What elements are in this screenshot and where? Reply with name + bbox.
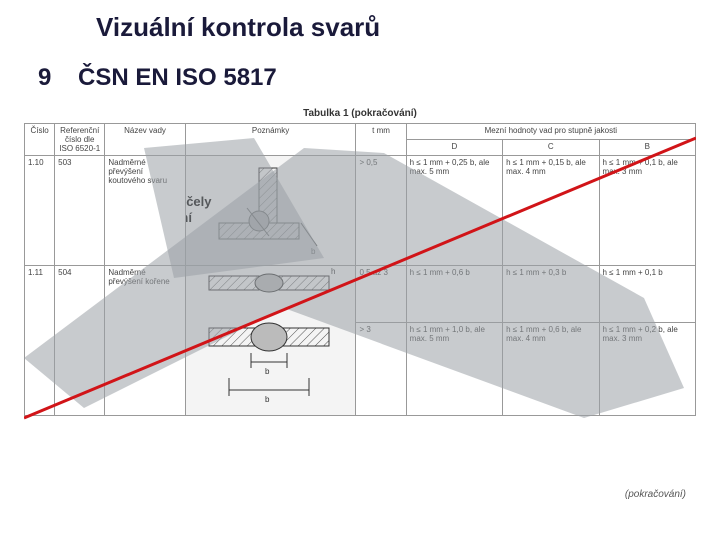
watermark-line1: Jen pro účely [185, 194, 211, 209]
cell-diagram: b Jen pro účely školení [185, 156, 356, 266]
section-title: ČSN EN ISO 5817 [78, 64, 277, 92]
col-cislo: Číslo [25, 124, 55, 156]
cell-cislo: 1.11 [25, 266, 55, 416]
cell-d: h ≤ 1 mm + 1,0 b, ale max. 5 mm [406, 322, 502, 415]
cell-diagram: h b b [185, 266, 356, 416]
table-caption: Tabulka 1 (pokračování) [24, 108, 696, 119]
col-quality-group: Mezní hodnoty vad pro stupně jakosti [406, 124, 695, 140]
defects-table: Číslo Referenční číslo dle ISO 6520-1 Ná… [24, 123, 696, 416]
cell-t: 0,5 až 3 [356, 266, 406, 323]
cell-ref: 503 [55, 156, 105, 266]
watermark: Jen pro účely školení [185, 194, 211, 225]
cell-b: h ≤ 1 mm + 0,1 b, ale max. 3 mm [599, 156, 696, 266]
watermark-line2: školení [185, 210, 192, 225]
col-ref: Referenční číslo dle ISO 6520-1 [55, 124, 105, 156]
standards-table-wrap: Tabulka 1 (pokračování) Číslo Referenční… [24, 108, 696, 416]
table-row: 1.10 503 Nadměrné převýšení koutového sv… [25, 156, 696, 266]
svg-text:b: b [311, 247, 316, 256]
col-b: B [599, 140, 696, 156]
cell-c: h ≤ 1 mm + 0,15 b, ale max. 4 mm [503, 156, 599, 266]
cell-t: > 0,5 [356, 156, 406, 266]
cell-b: h ≤ 1 mm + 0,2 b, ale max. 3 mm [599, 322, 696, 415]
cell-c: h ≤ 1 mm + 0,3 b [503, 266, 599, 323]
section-number: 9 [38, 64, 51, 92]
cell-d: h ≤ 1 mm + 0,25 b, ale max. 5 mm [406, 156, 502, 266]
cell-c: h ≤ 1 mm + 0,6 b, ale max. 4 mm [503, 322, 599, 415]
svg-text:b: b [265, 367, 270, 376]
col-t: t mm [356, 124, 406, 156]
weld-diagram-icon: h b b [189, 268, 349, 408]
col-pozn: Poznámky [185, 124, 356, 156]
col-c: C [503, 140, 599, 156]
svg-text:b: b [265, 395, 270, 404]
col-nazev: Název vady [105, 124, 185, 156]
cell-d: h ≤ 1 mm + 0,6 b [406, 266, 502, 323]
table-header-row-1: Číslo Referenční číslo dle ISO 6520-1 Ná… [25, 124, 696, 140]
weld-diagram-icon: b [189, 158, 349, 258]
cell-ref: 504 [55, 266, 105, 416]
table-row: 1.11 504 Nadměrné převýšení kořene h [25, 266, 696, 323]
cell-nazev: Nadměrné převýšení koutového svaru [105, 156, 185, 266]
col-d: D [406, 140, 502, 156]
cell-cislo: 1.10 [25, 156, 55, 266]
page-title: Vizuální kontrola svarů [96, 12, 380, 43]
cell-t: > 3 [356, 322, 406, 415]
cell-nazev: Nadměrné převýšení kořene [105, 266, 185, 416]
continuation-label: (pokračování) [625, 489, 686, 500]
svg-text:h: h [331, 268, 335, 276]
cell-b: h ≤ 1 mm + 0,1 b [599, 266, 696, 323]
